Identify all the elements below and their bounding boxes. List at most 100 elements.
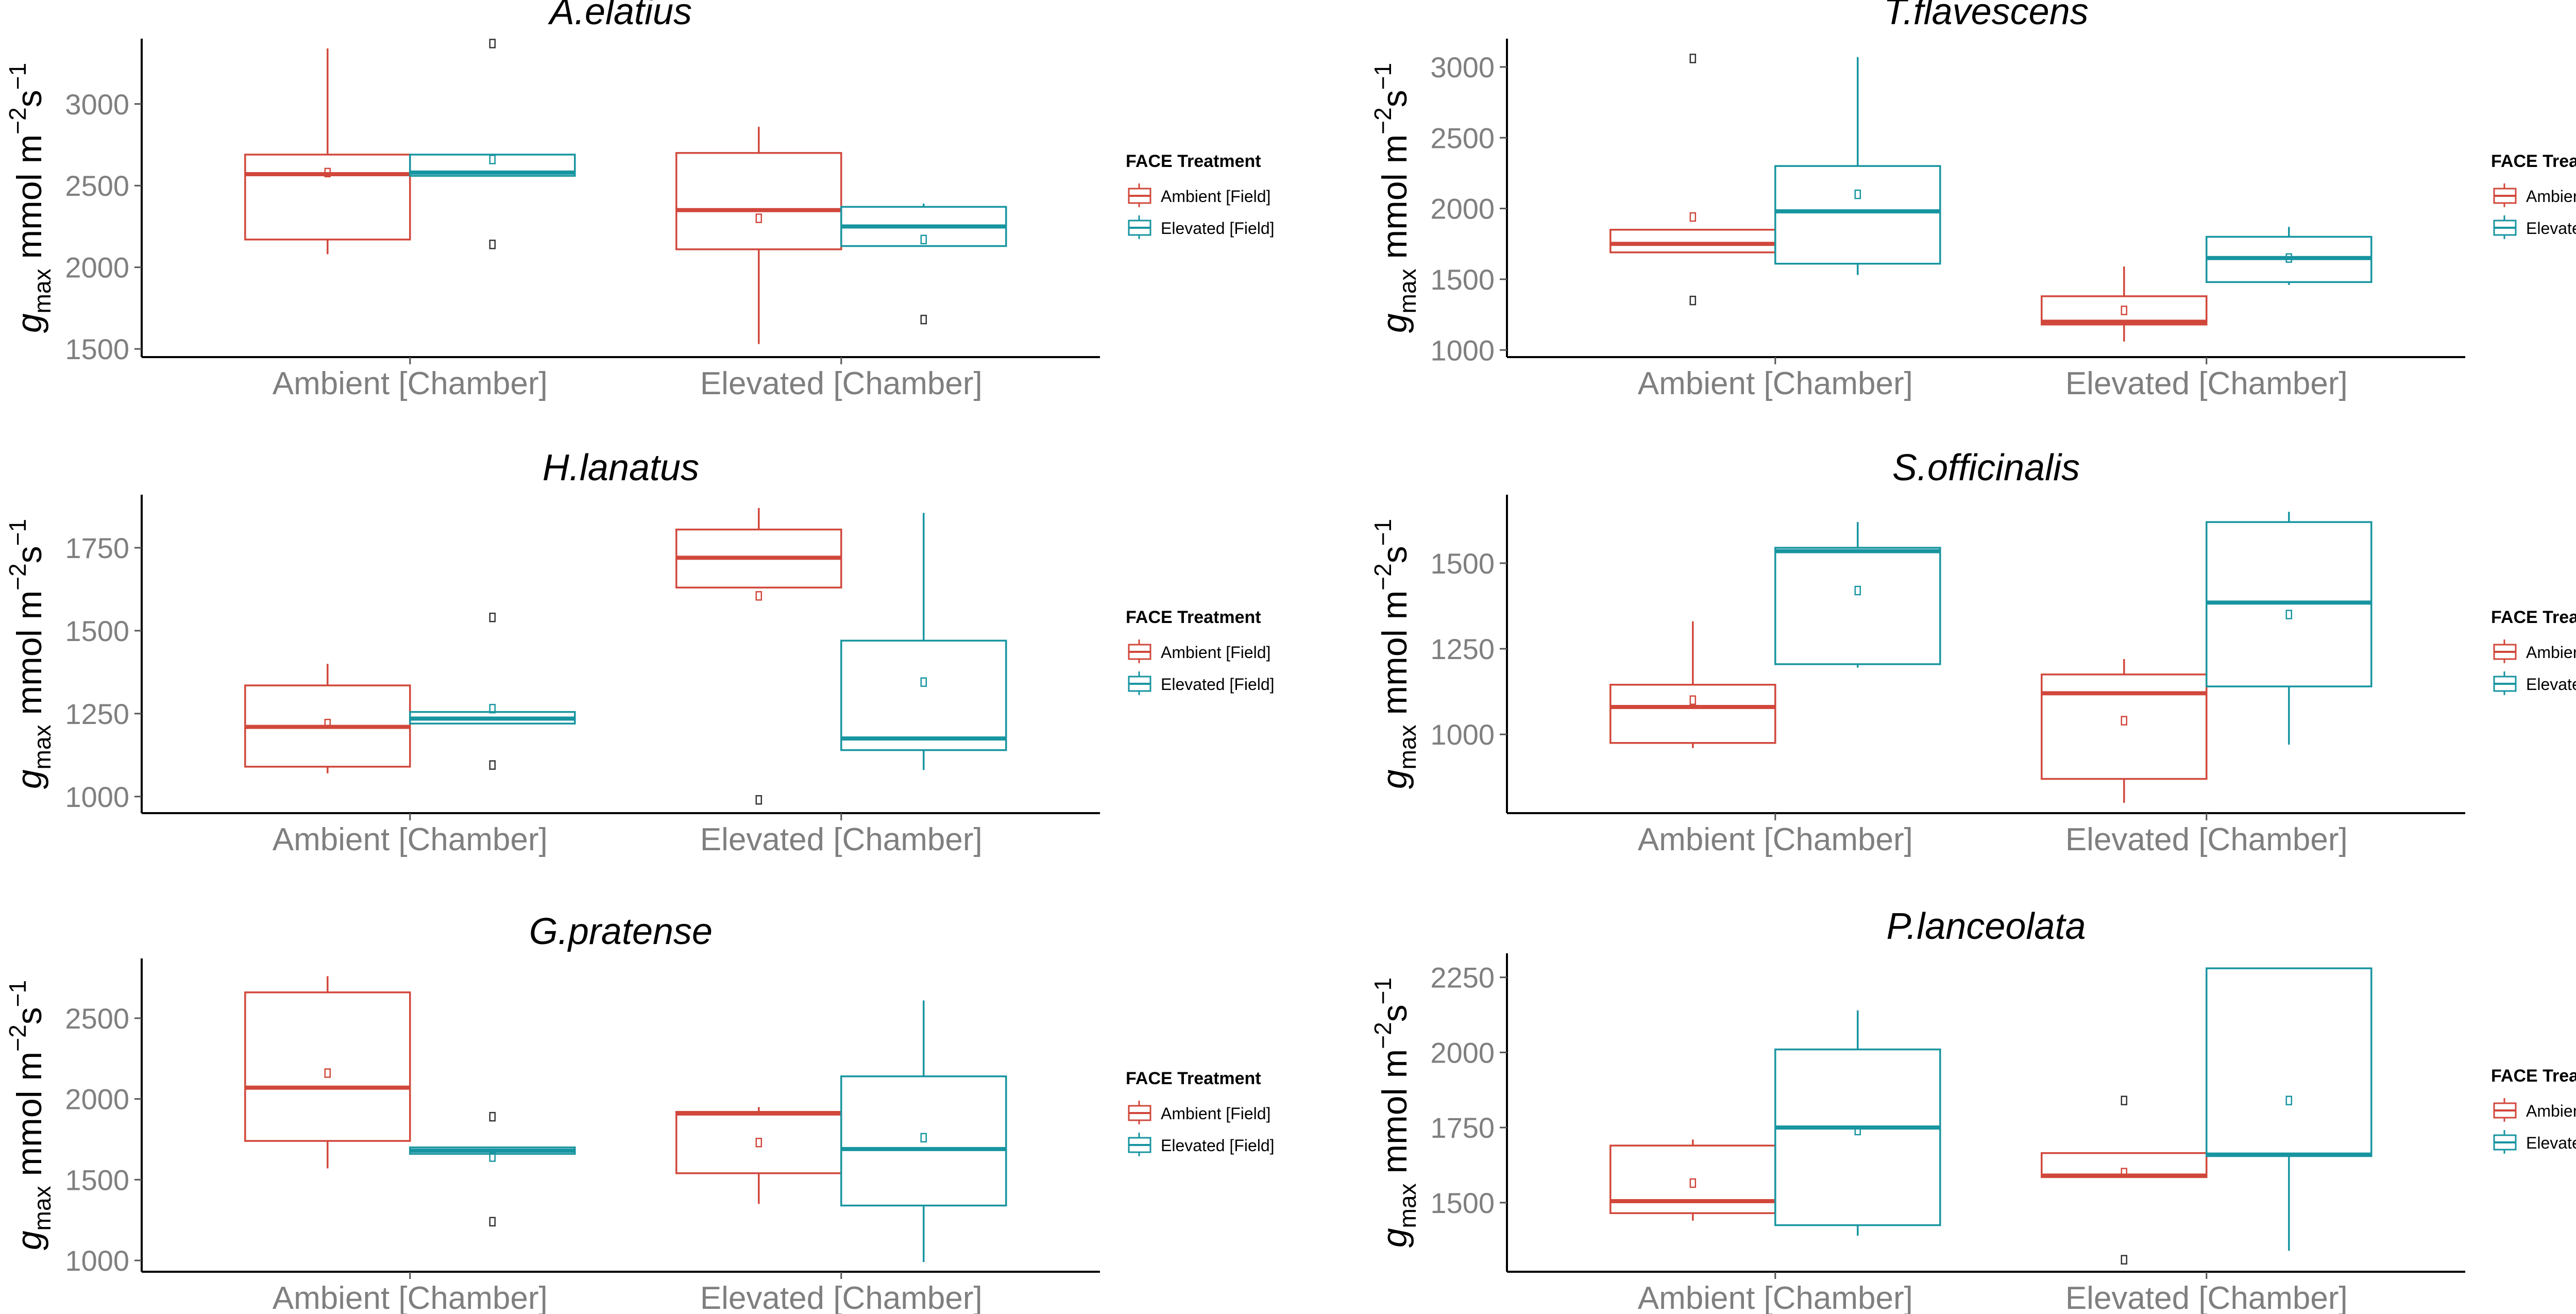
y-tick-label: 1500 — [1430, 263, 1495, 296]
outlier-point — [489, 240, 496, 249]
panel-title: P.lanceolata — [1887, 906, 2086, 947]
legend-title: FACE Treatment — [2491, 151, 2576, 171]
y-tick-label: 2500 — [65, 1002, 129, 1035]
mean-marker — [1689, 1178, 1697, 1188]
box-elevated — [409, 39, 576, 249]
x-tick-label: Elevated [Chamber] — [700, 1281, 982, 1314]
legend-label: Elevated [Field] — [1161, 219, 1275, 238]
y-tick-label: 1500 — [65, 1164, 129, 1196]
panel-1: T.flavescens 1000 1500 2000 2500 3000 Ambient … — [1369, 0, 2576, 401]
mean-marker — [920, 1133, 927, 1143]
legend-key-ambient: Ambient [Field] — [2493, 183, 2576, 207]
box-iqr — [1609, 229, 1776, 254]
box-iqr — [675, 1110, 842, 1174]
mean-marker — [489, 1152, 496, 1162]
box-iqr — [840, 639, 1007, 751]
panel-title: H.lanatus — [543, 447, 699, 488]
legend-key-ambient: Ambient [Field] — [2493, 639, 2576, 663]
box-iqr — [2041, 673, 2208, 780]
legend-title: FACE Treatment — [2491, 608, 2576, 627]
y-tick-label: 1000 — [1430, 718, 1495, 751]
box-ambient — [2041, 266, 2208, 342]
legend-label: Ambient [Field] — [1161, 643, 1270, 662]
legend-key-ambient: Ambient [Field] — [1128, 1101, 1270, 1124]
legend-title: FACE Treatment — [1126, 1069, 1261, 1088]
legend-key-elevated: Elevated [Field] — [2493, 671, 2576, 695]
y-tick-label: 1500 — [65, 333, 129, 365]
legend-label: Ambient [Field] — [2526, 187, 2576, 206]
box-iqr — [840, 1075, 1007, 1207]
y-tick-label: 1000 — [1430, 334, 1495, 366]
mean-marker — [2285, 1096, 2293, 1105]
outlier-point — [755, 795, 762, 805]
x-tick-label: Ambient [Chamber] — [1638, 822, 1913, 857]
box-ambient — [675, 127, 842, 344]
box-ambient — [1609, 621, 1776, 748]
mean-marker — [920, 234, 927, 245]
y-axis-label: gmax mmol m−2s−1 — [4, 63, 56, 333]
x-tick-label: Ambient [Chamber] — [273, 1281, 548, 1314]
legend-key-elevated: Elevated [Field] — [1128, 1133, 1275, 1156]
mean-marker — [489, 155, 496, 164]
panel-title: S.officinalis — [1892, 447, 2080, 488]
y-tick-label: 1500 — [65, 615, 129, 647]
outlier-point — [489, 760, 496, 770]
legend: FACE Treatment Ambient [Field] Elevated [F… — [2491, 1066, 2576, 1154]
legend-key-elevated: Elevated [Field] — [2493, 215, 2576, 239]
mean-marker — [920, 677, 927, 687]
box-elevated — [409, 612, 576, 770]
outlier-point — [489, 1111, 496, 1122]
mean-marker — [2121, 1168, 2128, 1177]
y-tick-label: 3000 — [1430, 51, 1495, 83]
box-ambient — [675, 508, 842, 805]
y-tick-label: 2500 — [1430, 122, 1495, 154]
box-iqr — [1609, 684, 1776, 744]
y-axis-label: gmax mmol m−2s−1 — [1369, 63, 1421, 333]
box-ambient — [244, 664, 411, 773]
box-iqr — [1774, 547, 1941, 665]
outlier-point — [489, 1217, 496, 1227]
x-tick-label: Ambient [Chamber] — [273, 366, 548, 401]
box-ambient — [2041, 659, 2208, 803]
box-elevated — [1774, 1010, 1941, 1236]
box-elevated — [409, 1111, 576, 1227]
mean-marker — [2285, 253, 2293, 263]
x-tick-label: Elevated [Chamber] — [700, 366, 982, 401]
box-ambient — [1609, 1139, 1776, 1221]
y-tick-label: 1750 — [1430, 1111, 1495, 1144]
x-tick-label: Ambient [Chamber] — [1638, 1281, 1913, 1314]
legend-label: Ambient [Field] — [2526, 1102, 2576, 1120]
panel-3: S.officinalis 1000 1250 1500 Ambient [Chambe… — [1369, 447, 2576, 857]
mean-marker — [1854, 585, 1861, 596]
box-elevated — [840, 204, 1007, 325]
outlier-point — [2121, 1255, 2128, 1265]
box-iqr — [244, 154, 411, 241]
mean-marker — [324, 167, 331, 178]
y-tick-label: 3000 — [65, 88, 129, 121]
legend-label: Elevated [Field] — [2526, 1134, 2576, 1152]
box-elevated — [2206, 227, 2372, 285]
box-ambient — [244, 976, 411, 1169]
y-tick-label: 1000 — [65, 1244, 129, 1277]
y-tick-label: 2500 — [65, 170, 129, 202]
mean-marker — [2121, 716, 2128, 726]
box-iqr — [1774, 165, 1941, 265]
panel-title: G.pratense — [529, 911, 713, 952]
box-iqr — [244, 991, 411, 1142]
legend-key-ambient: Ambient [Field] — [2493, 1098, 2576, 1122]
y-tick-label: 1750 — [65, 532, 129, 564]
x-tick-label: Ambient [Chamber] — [1638, 366, 1913, 401]
x-tick-label: Elevated [Chamber] — [700, 822, 982, 857]
legend: FACE Treatment Ambient [Field] Elevated [F… — [2491, 608, 2576, 695]
y-axis-label: gmax mmol m−2s−1 — [1369, 519, 1421, 789]
mean-marker — [2285, 610, 2293, 619]
legend: FACE Treatment Ambient [Field] Elevated [F… — [2491, 151, 2576, 239]
legend-key-ambient: Ambient [Field] — [1128, 183, 1270, 207]
mean-marker — [324, 718, 331, 729]
y-tick-label: 1000 — [65, 781, 129, 813]
legend-key-elevated: Elevated [Field] — [1128, 215, 1275, 239]
y-tick-label: 2000 — [65, 1083, 129, 1116]
y-tick-label: 1250 — [65, 698, 129, 730]
box-iqr — [675, 152, 842, 250]
